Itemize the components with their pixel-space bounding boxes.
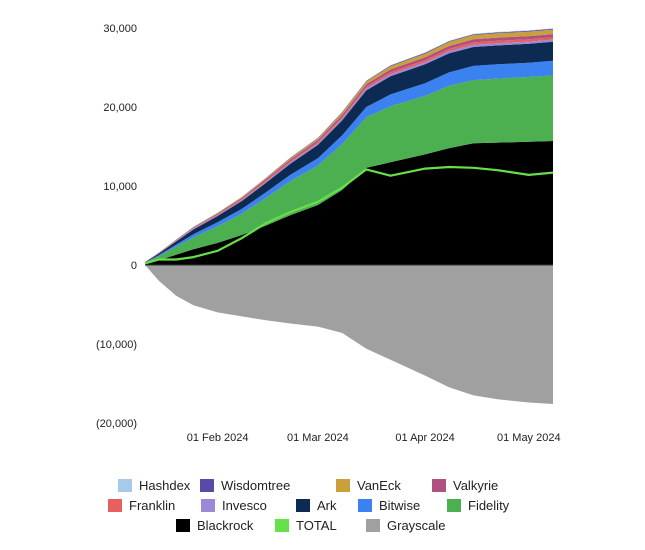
legend-swatch xyxy=(275,519,289,532)
legend-swatch xyxy=(176,519,190,532)
legend-label: Franklin xyxy=(129,498,175,513)
legend-item-fidelity: Fidelity xyxy=(447,498,510,513)
axes: 30,000 20,000 10,000 0 (10,000) (20,000) 01 Fe… xyxy=(96,23,561,444)
legend-item-invesco: Invesco xyxy=(201,498,267,513)
legend-item-franklin: Franklin xyxy=(108,498,175,513)
legend-item-valkyrie: Valkyrie xyxy=(432,478,498,493)
legend-swatch xyxy=(108,499,122,512)
legend-label: Wisdomtree xyxy=(221,478,290,493)
legend-swatch xyxy=(200,479,214,492)
legend-swatch xyxy=(447,499,461,512)
area-fidelity xyxy=(145,75,553,264)
legend-label: Invesco xyxy=(222,498,267,513)
y-tick-label: 10,000 xyxy=(103,181,137,193)
legend-item-total: TOTAL xyxy=(275,518,337,533)
line-total xyxy=(144,165,554,265)
legend-swatch xyxy=(201,499,215,512)
legend-label: VanEck xyxy=(357,478,401,493)
y-tick-label: 0 xyxy=(131,260,137,272)
legend-label: TOTAL xyxy=(296,518,337,533)
total-line-layer xyxy=(144,165,554,265)
legend-swatch xyxy=(296,499,310,512)
legend-swatch xyxy=(366,519,380,532)
legend-item-hashdex: Hashdex xyxy=(118,478,191,493)
x-tick-label: 01 Apr 2024 xyxy=(395,432,454,444)
legend-swatch xyxy=(358,499,372,512)
legend-item-bitwise: Bitwise xyxy=(358,498,420,513)
legend-label: Grayscale xyxy=(387,518,446,533)
y-tick-label: 20,000 xyxy=(103,102,137,114)
area-grayscale xyxy=(145,265,553,404)
legend-item-vaneck: VanEck xyxy=(336,478,401,493)
legend-label: Blackrock xyxy=(197,518,254,533)
legend-label: Hashdex xyxy=(139,478,191,493)
x-tick-label: 01 May 2024 xyxy=(497,432,561,444)
y-tick-label: 30,000 xyxy=(103,23,137,35)
stacked-areas xyxy=(145,28,553,404)
x-tick-label: 01 Mar 2024 xyxy=(287,432,349,444)
legend-item-wisdomtree: Wisdomtree xyxy=(200,478,290,493)
legend: Hashdex Wisdomtree VanEck Valkyrie Franklin I… xyxy=(108,478,510,533)
legend-label: Ark xyxy=(317,498,337,513)
legend-item-ark: Ark xyxy=(296,498,337,513)
legend-swatch xyxy=(432,479,446,492)
y-tick-label: (10,000) xyxy=(96,339,137,351)
legend-item-blackrock: Blackrock xyxy=(176,518,254,533)
legend-swatch xyxy=(118,479,132,492)
legend-label: Fidelity xyxy=(468,498,510,513)
legend-swatch xyxy=(336,479,350,492)
legend-label: Valkyrie xyxy=(453,478,498,493)
y-tick-label: (20,000) xyxy=(96,418,137,430)
legend-item-grayscale: Grayscale xyxy=(366,518,446,533)
x-tick-label: 01 Feb 2024 xyxy=(187,432,249,444)
legend-label: Bitwise xyxy=(379,498,420,513)
